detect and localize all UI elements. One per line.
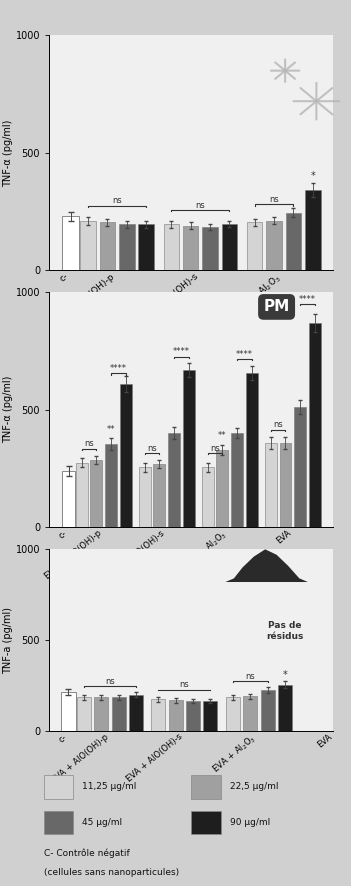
Bar [226,697,240,731]
Bar [202,227,218,270]
Bar [62,216,79,270]
Text: ns: ns [245,672,255,680]
Bar [279,443,291,527]
Bar [286,213,301,270]
Bar [278,685,292,731]
Bar [129,695,143,731]
FancyBboxPatch shape [44,774,73,798]
Text: ns: ns [273,420,283,429]
FancyBboxPatch shape [191,774,221,798]
Bar [112,697,126,731]
Text: ****: **** [236,350,253,359]
Bar [217,450,228,527]
Bar [152,699,165,731]
Bar [247,222,263,270]
Polygon shape [225,549,308,582]
Text: PM: PM [264,299,290,315]
Text: ns: ns [147,444,157,453]
Bar [100,222,115,270]
Bar [169,701,183,731]
Text: ns: ns [112,196,122,206]
Y-axis label: TNF-a (pg/ml): TNF-a (pg/ml) [3,607,13,673]
Bar [61,692,76,731]
Bar [183,226,198,270]
Text: ns: ns [180,680,189,689]
Bar [246,373,258,527]
Text: ****: **** [110,364,127,373]
Text: **: ** [107,424,115,434]
Y-axis label: TNF-α (pg/ml): TNF-α (pg/ml) [3,376,13,444]
Bar [138,224,154,270]
Text: Pas de
résidus: Pas de résidus [266,621,304,641]
Text: C- Contrôle négatif: C- Contrôle négatif [44,849,130,858]
Text: ns: ns [84,439,94,448]
Text: **: ** [218,431,227,439]
Text: ns: ns [210,444,220,453]
FancyBboxPatch shape [44,811,73,835]
Bar [294,408,306,527]
Y-axis label: TNF-α (pg/ml): TNF-α (pg/ml) [3,119,13,187]
Bar [222,224,237,270]
Text: ns: ns [105,677,115,686]
Bar [94,697,108,731]
Bar [80,221,96,270]
Bar [202,467,213,527]
Bar [309,323,320,527]
Bar [186,701,200,731]
Bar [76,462,87,527]
Text: 90 µg/ml: 90 µg/ml [230,818,270,827]
Bar [62,470,75,527]
Text: ****: **** [299,295,316,304]
Bar [204,701,217,731]
Bar [231,433,243,527]
Bar [305,190,320,270]
Bar [243,696,257,731]
Bar [91,460,102,527]
Bar [120,384,132,527]
Text: 22,5 µg/ml: 22,5 µg/ml [230,782,278,791]
Text: ns: ns [196,201,205,210]
Text: ****: **** [173,347,190,356]
Bar [168,433,180,527]
Bar [265,443,277,527]
Text: ns: ns [269,195,279,204]
Bar [266,221,282,270]
Bar [77,697,91,731]
Text: 11,25 µg/ml: 11,25 µg/ml [82,782,137,791]
Bar [183,369,194,527]
Text: 45 µg/ml: 45 µg/ml [82,818,122,827]
Bar [139,467,151,527]
Text: *: * [283,670,287,680]
Text: *: * [310,172,315,182]
Bar [153,463,165,527]
Bar [105,444,117,527]
Text: (cellules sans nanoparticules): (cellules sans nanoparticules) [44,868,179,877]
Bar [164,224,179,270]
Bar [119,224,134,270]
FancyBboxPatch shape [191,811,221,835]
Bar [261,690,274,731]
